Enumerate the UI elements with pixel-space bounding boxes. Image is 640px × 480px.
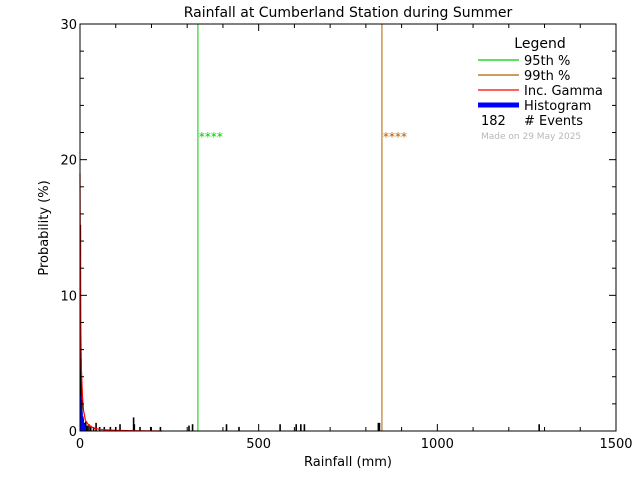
legend-label: Histogram: [524, 99, 591, 114]
x-tick-label: 1000: [421, 437, 454, 452]
x-axis-label: Rainfall (mm): [304, 455, 392, 470]
histogram-bar: [80, 412, 83, 431]
plot-area: [80, 24, 616, 431]
plot-frame: [79, 23, 617, 432]
legend-footnote: Made on 29 May 2025: [481, 132, 581, 142]
y-tick-label: 20: [60, 154, 77, 169]
legend-title: Legend: [514, 36, 565, 52]
x-tick-label: 1500: [599, 437, 632, 452]
x-tick-label: 0: [76, 437, 84, 452]
y-tick-label: 30: [60, 18, 77, 33]
legend-events-label: # Events: [524, 114, 583, 129]
y-tick-label: 0: [69, 425, 77, 440]
histogram-bar: [79, 395, 82, 431]
histogram-bar: [84, 426, 87, 431]
histogram-bar: [82, 424, 85, 431]
percentile-annotation: ****: [383, 130, 407, 144]
legend-events-count: 182: [481, 114, 506, 129]
y-axis-label: Probability (%): [37, 180, 52, 275]
legend-label: Inc. Gamma: [524, 84, 603, 99]
y-tick-label: 10: [60, 289, 77, 304]
percentile-annotation: ****: [199, 130, 223, 144]
x-tick-label: 500: [246, 437, 271, 452]
legend-label: 95th %: [524, 54, 570, 69]
legend-label: 99th %: [524, 69, 570, 84]
histogram-bar: [81, 417, 84, 431]
chart-title: Rainfall at Cumberland Station during Su…: [184, 5, 513, 21]
